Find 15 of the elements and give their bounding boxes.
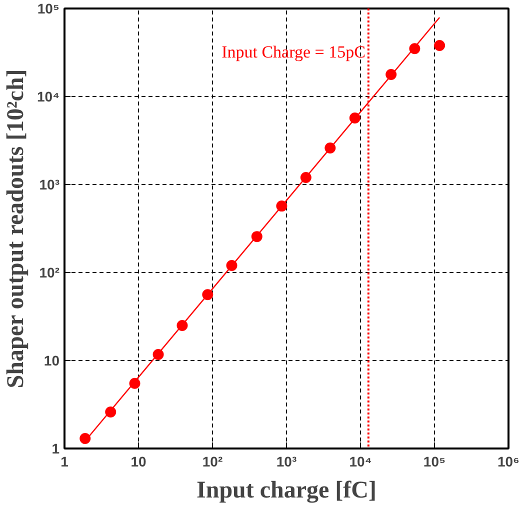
y-tick-label: 10 (44, 352, 60, 368)
x-tick-label: 10³ (276, 454, 297, 470)
annotation: Input Charge = 15pC (222, 42, 366, 62)
y-axis-title: Shaper output readouts [10²ch] (3, 69, 30, 388)
x-tick-label: 10⁵ (423, 454, 446, 470)
y-tick-label: 10³ (39, 176, 60, 192)
y-tick-label: 10⁴ (37, 88, 60, 104)
x-tick-label: 10² (202, 454, 223, 470)
y-tick-label: 10² (39, 264, 60, 280)
x-axis-title: Input charge [fC] (196, 478, 377, 504)
y-tick-label: 1 (52, 440, 60, 456)
x-tick-label: 10⁴ (349, 454, 372, 470)
x-tick-label: 10 (130, 454, 146, 470)
y-tick-label: 10⁵ (37, 0, 60, 16)
x-tick-label: 10⁶ (497, 454, 520, 470)
